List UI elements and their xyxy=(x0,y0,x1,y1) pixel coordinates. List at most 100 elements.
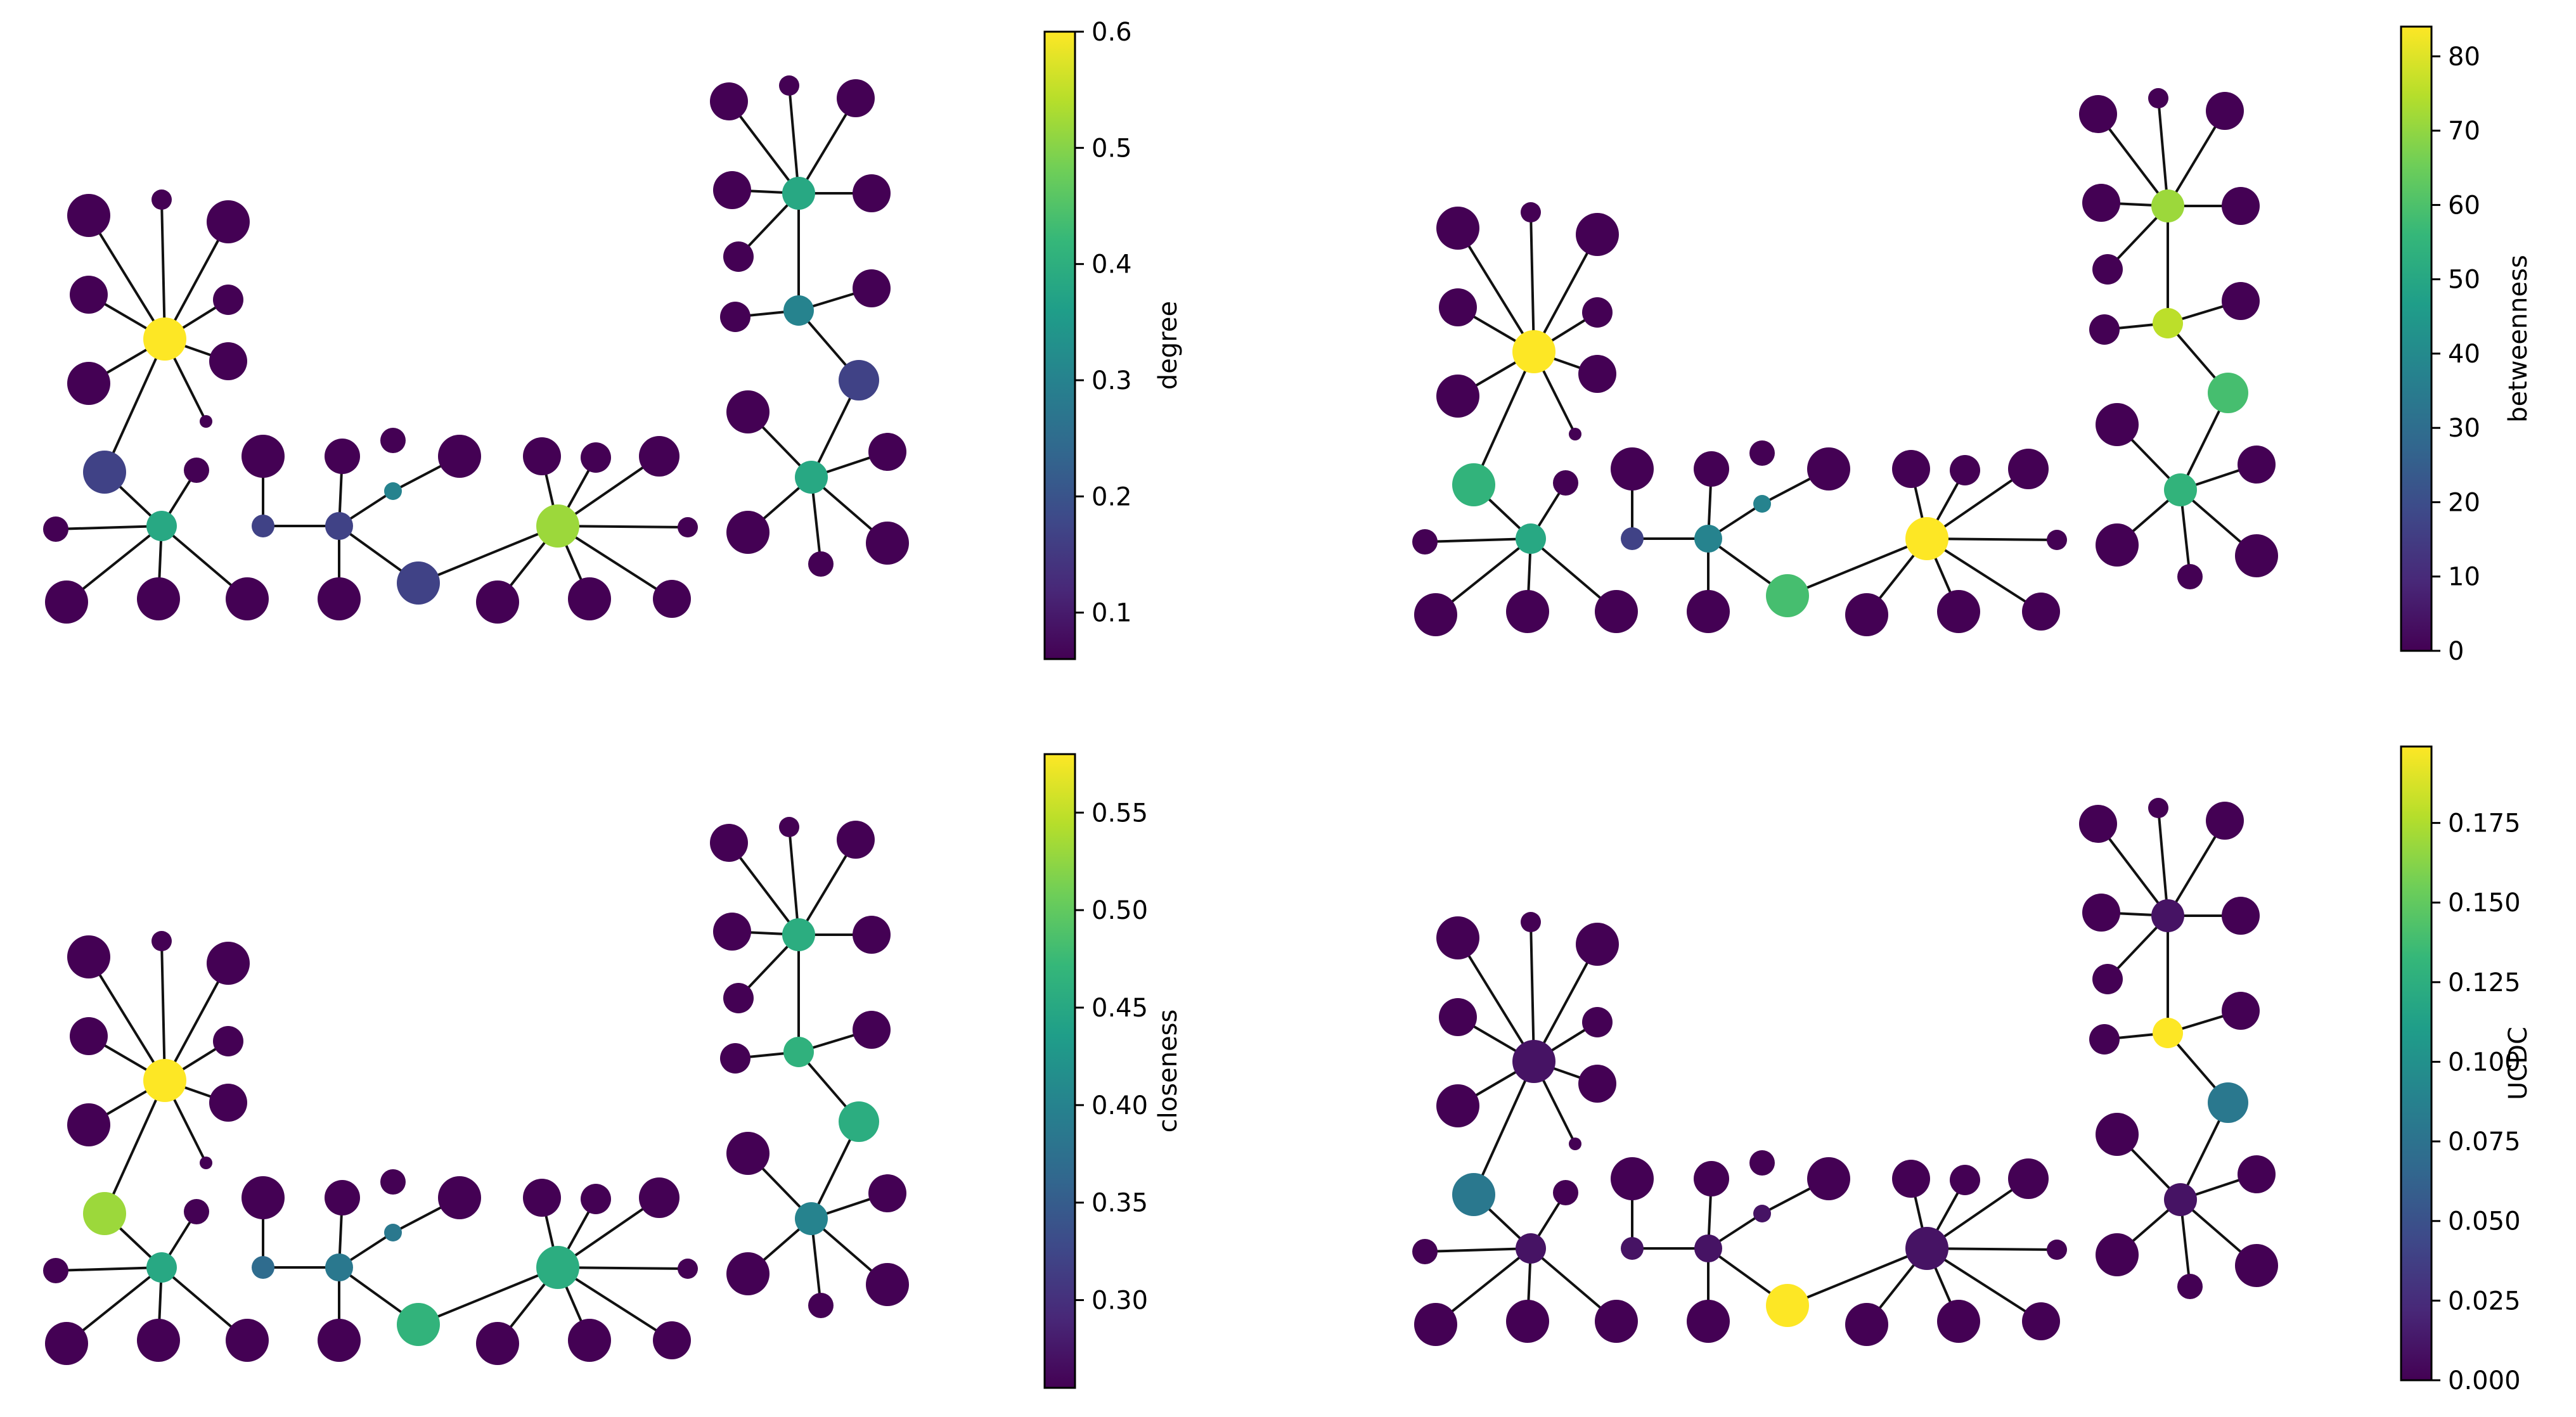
node-s1 xyxy=(43,516,68,542)
colorbar-tick-label: 60 xyxy=(2448,191,2480,220)
node-r-hub1 xyxy=(782,918,815,951)
node-a-hub xyxy=(143,1059,186,1102)
colorbar-tick-label: 70 xyxy=(2448,117,2480,146)
node-g2 xyxy=(2148,88,2168,108)
node-f2 xyxy=(2222,992,2260,1030)
colorbar-label: betweenness xyxy=(2504,255,2533,423)
edge xyxy=(728,842,800,936)
node-g2 xyxy=(2148,798,2168,818)
node-d2 xyxy=(581,442,611,473)
node-c4 xyxy=(380,428,406,453)
node-g5 xyxy=(853,916,891,954)
node-c4 xyxy=(1749,1150,1775,1176)
node-e2 xyxy=(868,1174,906,1212)
node-d1 xyxy=(1892,450,1930,488)
node-d4 xyxy=(678,517,698,537)
node-c-mid xyxy=(325,512,353,540)
node-a-bridge xyxy=(1452,1173,1495,1216)
colorbar-tick-label: 0.30 xyxy=(1092,1286,1148,1316)
node-c1 xyxy=(1611,447,1654,490)
node-s1 xyxy=(1412,1239,1438,1264)
colorbar-tick-label: 0.4 xyxy=(1092,250,1132,279)
colorbar-gradient xyxy=(2400,745,2433,1382)
node-a4 xyxy=(70,276,108,314)
edge xyxy=(557,1266,673,1342)
node-r-hub1 xyxy=(782,177,815,210)
node-d7 xyxy=(653,1321,691,1359)
node-c-bridge xyxy=(397,1303,440,1346)
node-a5 xyxy=(1582,297,1613,328)
node-f2 xyxy=(853,269,891,307)
edge xyxy=(557,1266,688,1270)
edge xyxy=(164,221,229,340)
node-a1 xyxy=(67,194,110,237)
degree-colorbar: 0.6 0.5 0.4 0.3 0.2 0.1 degree xyxy=(1043,18,1183,660)
node-c-mid xyxy=(1694,1234,1722,1262)
node-r-hub2 xyxy=(2164,473,2197,506)
node-s4 xyxy=(137,577,180,620)
node-g3 xyxy=(837,821,875,859)
node-a2 xyxy=(151,189,172,210)
edge xyxy=(1926,1247,2042,1323)
edge xyxy=(1457,227,1535,353)
node-c-bridge xyxy=(1766,574,1809,617)
edge xyxy=(1926,537,2058,541)
node-a2 xyxy=(151,931,172,951)
edge xyxy=(55,525,162,530)
closeness-colorbar: 0.55 0.50 0.45 0.40 0.35 0.30 closeness xyxy=(1043,753,1183,1389)
edge xyxy=(1424,537,1531,543)
node-c-hub2 xyxy=(1905,517,1948,560)
node-e5 xyxy=(2177,1274,2203,1299)
node-e4 xyxy=(2235,534,2278,577)
node-g5 xyxy=(2222,897,2260,935)
node-a4 xyxy=(1439,288,1477,326)
node-s4 xyxy=(1506,1300,1549,1343)
node-d5 xyxy=(1845,593,1888,636)
colorbar-tick-label: 0.100 xyxy=(2448,1048,2521,1077)
colorbar-gradient xyxy=(1043,753,1076,1389)
edge xyxy=(1787,537,1928,597)
node-f2 xyxy=(853,1011,891,1049)
node-a-hub xyxy=(1512,330,1555,373)
node-f1 xyxy=(2089,1024,2120,1055)
edge xyxy=(1472,351,1535,485)
node-c-left-bridge xyxy=(1621,1237,1644,1260)
node-d6 xyxy=(1937,1300,1980,1343)
node-s1 xyxy=(1412,529,1438,555)
edge xyxy=(1530,212,1535,352)
node-g1 xyxy=(710,824,748,862)
colorbar-tick-label: 20 xyxy=(2448,488,2480,517)
node-c-mid xyxy=(325,1254,353,1281)
node-d3 xyxy=(639,436,679,477)
node-d3 xyxy=(2008,449,2049,489)
node-d6 xyxy=(568,1319,611,1362)
node-a-hub xyxy=(143,317,186,361)
node-c-small-bridge xyxy=(384,1224,402,1241)
edge xyxy=(728,100,800,195)
node-e3 xyxy=(726,511,770,554)
node-f1 xyxy=(2089,314,2120,345)
node-s3 xyxy=(45,1322,88,1365)
edge xyxy=(1533,944,1599,1062)
colorbar-tick-label: 80 xyxy=(2448,42,2480,72)
node-a2 xyxy=(1521,912,1541,932)
node-e4 xyxy=(866,522,909,565)
edge xyxy=(2097,823,2169,917)
node-c4 xyxy=(380,1169,406,1195)
node-c-left-bridge xyxy=(252,515,274,537)
node-c-hub2 xyxy=(1905,1227,1948,1270)
node-g4 xyxy=(713,913,751,951)
node-d4 xyxy=(2047,530,2067,550)
node-d1 xyxy=(523,437,561,475)
node-d6 xyxy=(568,577,611,620)
colorbar-label: UCDC xyxy=(2504,1027,2533,1100)
node-a7 xyxy=(1578,355,1616,393)
node-r-mid xyxy=(783,295,814,326)
node-r-bridge xyxy=(2208,373,2248,413)
node-c-hub2 xyxy=(536,1246,579,1289)
node-c2 xyxy=(1687,590,1730,633)
colorbar-gradient xyxy=(2400,25,2433,652)
node-g3 xyxy=(837,79,875,117)
edge xyxy=(87,956,166,1082)
colorbar-tick-label: 0.50 xyxy=(1092,896,1148,925)
